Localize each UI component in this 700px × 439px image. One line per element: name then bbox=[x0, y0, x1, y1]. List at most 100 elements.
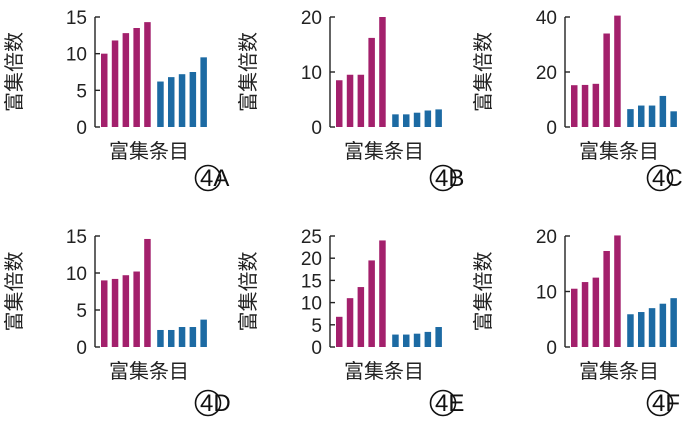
bar-control bbox=[413, 112, 421, 127]
y-tick-label: 20 bbox=[536, 63, 557, 84]
bar-enriched bbox=[603, 33, 610, 127]
bar-control bbox=[189, 327, 197, 347]
bar-enriched bbox=[133, 28, 140, 127]
bar-control bbox=[424, 110, 432, 127]
y-tick-label: 10 bbox=[66, 264, 87, 285]
panel-label: 4F bbox=[652, 390, 680, 417]
bar-enriched bbox=[111, 278, 119, 347]
y-tick-label: 25 bbox=[301, 227, 322, 248]
bar-control bbox=[178, 327, 186, 347]
bar-enriched bbox=[614, 15, 621, 127]
bar-enriched bbox=[571, 85, 578, 127]
x-axis-label: 富集条目 bbox=[579, 359, 659, 383]
y-tick-label: 0 bbox=[546, 118, 557, 139]
bar-enriched bbox=[111, 40, 119, 127]
bar-control bbox=[659, 303, 667, 347]
y-tick-label: 5 bbox=[76, 81, 87, 102]
y-axis-label: 富集倍数 bbox=[2, 32, 26, 112]
bar-enriched bbox=[122, 275, 130, 347]
bar-enriched bbox=[592, 277, 600, 347]
y-axis-label: 富集倍数 bbox=[471, 32, 495, 112]
panel-label: 4D bbox=[200, 390, 231, 417]
bar-control bbox=[168, 329, 175, 347]
bar-control bbox=[435, 109, 442, 127]
bar-enriched bbox=[614, 235, 621, 347]
bar-enriched bbox=[122, 33, 130, 128]
bar-enriched bbox=[133, 271, 140, 347]
bar-enriched bbox=[603, 250, 610, 347]
bar-control bbox=[435, 327, 442, 347]
bar-enriched bbox=[581, 84, 589, 127]
x-axis-label: 富集条目 bbox=[109, 139, 189, 163]
y-tick-label: 10 bbox=[301, 63, 322, 84]
bar-enriched bbox=[346, 298, 354, 347]
bar-enriched bbox=[581, 282, 589, 347]
y-tick-label: 5 bbox=[76, 301, 87, 322]
bar-control bbox=[200, 319, 207, 347]
y-tick-label: 10 bbox=[301, 294, 322, 315]
bar-control bbox=[168, 77, 175, 127]
bar-enriched bbox=[571, 288, 578, 347]
panel-label: 4E bbox=[435, 390, 464, 417]
y-axis-label: 富集倍数 bbox=[236, 252, 260, 332]
bar-control bbox=[403, 334, 410, 347]
bar-control bbox=[413, 333, 421, 347]
bar-control bbox=[648, 105, 656, 127]
bar-control bbox=[638, 312, 645, 347]
bar-enriched bbox=[379, 17, 386, 127]
panel-label-circle bbox=[194, 164, 222, 192]
y-axis-label: 富集倍数 bbox=[471, 252, 495, 332]
y-tick-label: 0 bbox=[311, 338, 322, 359]
y-tick-label: 0 bbox=[546, 338, 557, 359]
panel-label-circle bbox=[646, 164, 674, 192]
y-axis-label: 富集倍数 bbox=[2, 252, 26, 332]
bar-control bbox=[648, 308, 656, 347]
panel-label-circle bbox=[646, 389, 674, 417]
bar-control bbox=[659, 95, 667, 127]
bar-enriched bbox=[368, 260, 375, 347]
bar-control bbox=[392, 334, 399, 347]
panel-label-circle bbox=[429, 389, 457, 417]
y-tick-label: 20 bbox=[536, 227, 557, 248]
y-tick-label: 0 bbox=[76, 118, 87, 139]
bar-control bbox=[627, 314, 634, 347]
bar-enriched bbox=[144, 238, 151, 347]
bar-enriched bbox=[592, 83, 600, 127]
y-tick-label: 10 bbox=[66, 45, 87, 66]
x-axis-label: 富集条目 bbox=[344, 359, 424, 383]
y-tick-label: 40 bbox=[536, 8, 557, 29]
bar-control bbox=[424, 331, 432, 347]
y-tick-label: 5 bbox=[311, 316, 322, 337]
bar-control bbox=[670, 298, 677, 347]
x-axis-label: 富集条目 bbox=[579, 139, 659, 163]
bar-control bbox=[157, 81, 164, 127]
bar-control bbox=[157, 329, 164, 347]
bar-enriched bbox=[357, 287, 365, 347]
y-tick-label: 15 bbox=[66, 8, 87, 29]
bar-enriched bbox=[144, 22, 151, 128]
bar-control bbox=[178, 74, 186, 127]
bar-control bbox=[627, 109, 634, 127]
bar-enriched bbox=[101, 280, 108, 347]
bar-control bbox=[403, 114, 410, 127]
bar-enriched bbox=[346, 74, 354, 127]
y-axis-label: 富集倍数 bbox=[236, 32, 260, 112]
y-tick-label: 15 bbox=[301, 271, 322, 292]
panel-label-circle bbox=[194, 389, 222, 417]
panel-label-circle bbox=[429, 164, 457, 192]
bar-control bbox=[200, 57, 207, 128]
y-tick-label: 10 bbox=[536, 283, 557, 304]
y-tick-label: 0 bbox=[311, 118, 322, 139]
x-axis-label: 富集条目 bbox=[344, 139, 424, 163]
bar-control bbox=[670, 111, 677, 127]
bar-enriched bbox=[101, 53, 108, 127]
y-tick-label: 15 bbox=[66, 227, 87, 248]
bar-enriched bbox=[357, 74, 365, 127]
